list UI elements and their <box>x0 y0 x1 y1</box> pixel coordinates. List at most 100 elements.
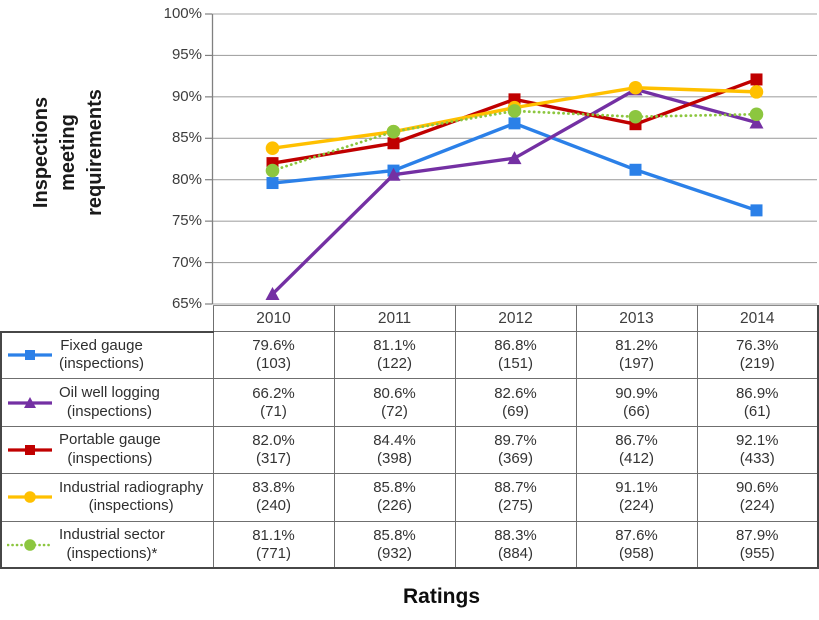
data-point-marker <box>628 82 643 96</box>
y-axis-title-container: Inspections meeting requirements <box>8 0 128 305</box>
year-header-2012: 2012 <box>454 305 577 332</box>
pct-value: 91.1% <box>615 479 658 497</box>
series-line-oil-well-logging <box>271 87 757 296</box>
pct-value: 87.9% <box>735 526 779 544</box>
data-point-marker <box>24 491 36 504</box>
data-point-marker <box>386 167 401 181</box>
pct-value: 80.6% <box>373 384 416 402</box>
value-cell: 83.8% (240) <box>212 473 335 522</box>
value-cell: 86.9% (61) <box>696 378 819 427</box>
value-cell: 86.7% (412) <box>575 425 698 475</box>
data-point-marker <box>749 107 764 122</box>
y-axis-tick-label: 100% <box>163 5 202 22</box>
table-row: Oil well logging (inspections) 66.2% (71) 80… <box>0 378 819 427</box>
table-row: Industrial radiography (inspections) 83.8%… <box>0 473 819 522</box>
y-axis-title: Inspections meeting requirements <box>29 89 106 216</box>
data-point-marker <box>387 164 400 177</box>
value-cell: 80.6% (72) <box>333 378 456 427</box>
value-cell: 82.6% (69) <box>454 378 577 427</box>
value-cell: 76.3% (219) <box>696 330 819 380</box>
pct-value: 85.8% <box>373 479 416 497</box>
pct-value: 85.8% <box>373 526 416 544</box>
pct-value: 86.9% <box>735 384 779 402</box>
value-cell: 90.6% (224) <box>696 473 819 522</box>
value-cell: 85.8% (226) <box>333 473 456 522</box>
count-value: (433) <box>739 449 775 467</box>
data-point-marker <box>386 124 401 139</box>
count-value: (226) <box>376 497 413 515</box>
pct-value: 82.0% <box>252 431 295 449</box>
value-cell: 81.2% (197) <box>575 330 698 380</box>
legend-marker-sample <box>8 444 52 455</box>
value-cell: 87.6% (958) <box>575 520 698 570</box>
count-value: (932) <box>376 544 413 562</box>
count-value: (884) <box>497 544 534 562</box>
data-point-marker <box>508 117 521 130</box>
year-header-2013: 2013 <box>575 305 698 332</box>
count-value: (369) <box>497 449 534 467</box>
value-cell: 87.9% (955) <box>696 520 819 570</box>
pct-value: 88.7% <box>494 479 537 497</box>
value-cell: 66.2% (71) <box>212 378 335 427</box>
data-point-marker <box>507 151 522 165</box>
value-cell: 88.7% (275) <box>454 473 577 522</box>
count-value: (412) <box>618 449 655 467</box>
year-header-2014: 2014 <box>696 305 819 332</box>
pct-value: 84.4% <box>373 431 416 449</box>
count-value: (240) <box>255 497 292 515</box>
table-row: Fixed gauge (inspections) 79.6% (103) 81.1%(… <box>0 330 819 380</box>
y-axis-tick-label: 70% <box>171 253 202 271</box>
data-point-marker <box>265 287 280 301</box>
value-cell: 90.9% (66) <box>575 378 698 427</box>
data-point-marker <box>265 163 280 178</box>
pct-value: 86.7% <box>615 431 658 449</box>
year-header-2011: 2011 <box>333 305 456 332</box>
data-point-marker <box>24 396 36 408</box>
y-axis-tick-label: 80% <box>171 170 202 188</box>
pct-value: 83.8% <box>252 479 295 497</box>
legend-cell: Portable gauge (inspections) <box>0 425 214 475</box>
value-cell: 91.1% (224) <box>575 473 698 522</box>
pct-value: 79.6% <box>252 337 295 355</box>
count-value: (61) <box>743 402 771 420</box>
count-value: (275) <box>497 497 534 515</box>
pct-value: 86.8% <box>494 337 537 355</box>
count-value: (66) <box>623 402 650 420</box>
series-name: Oil well logging <box>59 383 160 401</box>
data-point-marker <box>507 100 522 115</box>
count-value: (122) <box>376 355 413 373</box>
series-qualifier: (inspections) <box>88 497 174 515</box>
value-cell: 89.7% (369) <box>454 425 577 475</box>
series-qualifier: (inspections) <box>67 449 153 467</box>
data-point-marker <box>266 157 279 170</box>
count-value: (69) <box>502 402 529 420</box>
legend-cell: Fixed gauge (inspections) <box>0 330 214 380</box>
series-qualifier: (inspections) <box>66 402 152 420</box>
series-name: Industrial sector <box>59 525 165 543</box>
data-point-marker <box>387 137 400 150</box>
series-name: Industrial radiography <box>59 478 204 496</box>
data-point-marker <box>266 177 279 190</box>
legend-marker-sample <box>7 538 53 551</box>
value-cell: 82.0% (317) <box>212 425 335 475</box>
series-name: Portable gauge <box>59 431 161 449</box>
data-point-marker <box>628 109 643 124</box>
legend-cell: Industrial sector (inspections)* <box>0 520 214 570</box>
value-cell: 84.4% (398) <box>333 425 456 475</box>
pct-value: 81.2% <box>615 337 658 355</box>
legend-marker-sample <box>8 491 52 504</box>
data-point-marker <box>628 80 643 95</box>
data-point-marker <box>25 350 35 361</box>
y-axis-tick-label: 75% <box>171 212 202 230</box>
count-value: (224) <box>739 497 775 515</box>
count-value: (317) <box>255 449 292 467</box>
data-point-marker <box>265 141 280 156</box>
data-point-marker <box>507 104 522 118</box>
count-value: (71) <box>260 402 287 420</box>
value-cell: 88.3% (884) <box>454 520 577 570</box>
data-point-marker <box>508 93 521 106</box>
legend-cell: Industrial radiography (inspections) <box>0 473 214 522</box>
plot-area <box>205 13 817 305</box>
count-value: (771) <box>255 544 292 562</box>
y-axis-tick-label: 65% <box>171 295 202 312</box>
